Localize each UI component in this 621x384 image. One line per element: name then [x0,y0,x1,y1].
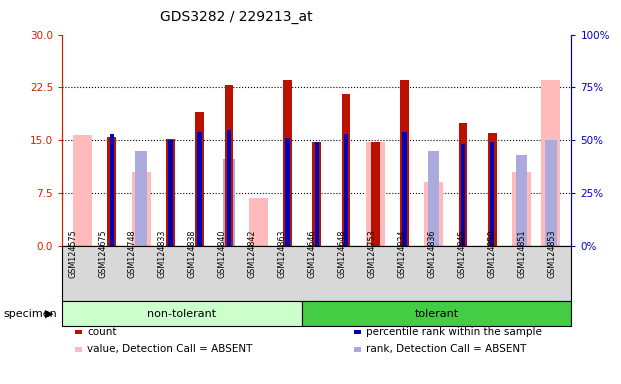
Bar [490,142,494,246]
Text: rank, Detection Call = ABSENT: rank, Detection Call = ABSENT [366,344,527,354]
Bar [512,172,531,246]
Text: GSM124753: GSM124753 [368,230,376,278]
Text: GSM124646: GSM124646 [308,230,317,278]
Text: GSM124845: GSM124845 [458,230,466,278]
Text: GSM124748: GSM124748 [128,230,137,278]
Bar [285,138,289,246]
Text: percentile rank within the sample: percentile rank within the sample [366,327,542,337]
Text: GSM124836: GSM124836 [427,230,437,278]
Bar [344,134,348,246]
Bar [314,142,319,246]
Text: GSM124842: GSM124842 [248,230,257,278]
Bar [227,130,231,246]
Bar [542,80,560,246]
Text: non-tolerant: non-tolerant [147,309,217,319]
Bar [248,198,268,246]
Text: GSM124853: GSM124853 [547,230,556,278]
Bar [488,133,497,246]
Bar [545,140,556,246]
Bar [428,151,440,246]
Text: value, Detection Call = ABSENT: value, Detection Call = ABSENT [87,344,252,354]
Text: GSM124575: GSM124575 [68,230,77,278]
Bar [168,140,173,246]
Bar [312,142,321,246]
Text: count: count [87,327,117,337]
Text: GSM124838: GSM124838 [188,230,197,278]
Bar [135,151,147,246]
Text: GSM124863: GSM124863 [278,230,287,278]
Bar [110,134,114,246]
Bar [461,144,465,246]
Bar [402,132,407,246]
Text: GSM124850: GSM124850 [487,230,496,278]
Bar [283,80,292,246]
Bar [342,94,350,246]
Text: GSM124840: GSM124840 [218,230,227,278]
Bar [424,182,443,246]
Bar [197,132,202,246]
Text: ▶: ▶ [45,309,54,319]
Bar [73,134,92,246]
Bar [166,139,175,246]
Bar [366,142,385,246]
Bar [132,172,151,246]
Text: GDS3282 / 229213_at: GDS3282 / 229213_at [160,10,312,23]
Bar [107,137,116,246]
Bar [459,122,468,246]
Text: specimen: specimen [3,309,57,319]
Text: GSM124834: GSM124834 [397,230,407,278]
Bar [371,142,379,246]
Bar [516,155,527,246]
Text: GSM124675: GSM124675 [98,230,107,278]
Text: GSM124648: GSM124648 [338,230,347,278]
Bar [400,80,409,246]
Text: GSM124833: GSM124833 [158,230,167,278]
Bar [223,159,235,246]
Text: tolerant: tolerant [414,309,458,319]
Bar [195,112,204,246]
Text: GSM124851: GSM124851 [517,230,527,278]
Bar [225,85,233,246]
